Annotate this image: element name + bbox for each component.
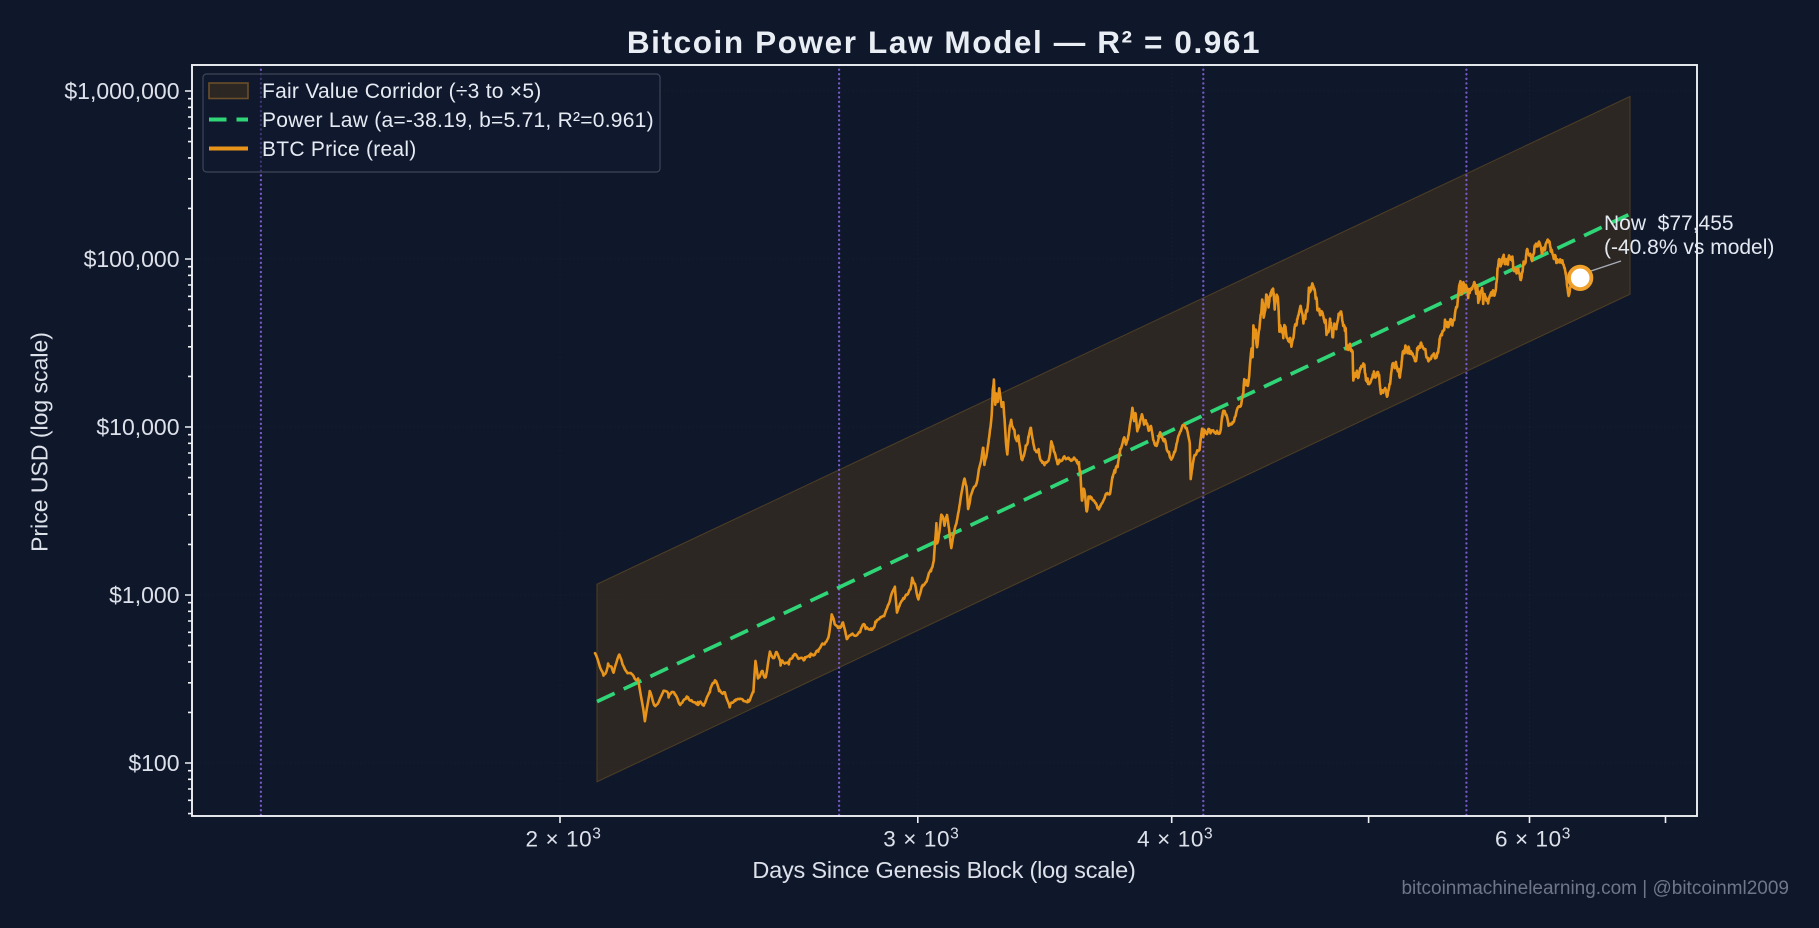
svg-text:Now $77,455: Now $77,455 [1604, 212, 1734, 235]
svg-text:(-40.8% vs model): (-40.8% vs model) [1604, 236, 1774, 259]
svg-text:6 × 103: 6 × 103 [1495, 826, 1571, 852]
svg-text:$100,000: $100,000 [84, 246, 180, 272]
svg-text:bitcoinmachinelearning.com | @: bitcoinmachinelearning.com | @bitcoinml2… [1401, 878, 1789, 899]
svg-text:Bitcoin Power Law Model — R² =: Bitcoin Power Law Model — R² = 0.961 [627, 24, 1261, 60]
svg-text:2 × 103: 2 × 103 [525, 826, 601, 852]
svg-text:Price USD (log scale): Price USD (log scale) [27, 332, 53, 552]
svg-text:$100: $100 [128, 750, 179, 776]
svg-text:3 × 103: 3 × 103 [883, 826, 959, 852]
svg-text:$10,000: $10,000 [96, 414, 179, 440]
svg-text:BTC Price (real): BTC Price (real) [262, 138, 417, 161]
svg-text:$1,000: $1,000 [109, 582, 179, 608]
svg-text:Days Since Genesis Block (log: Days Since Genesis Block (log scale) [752, 857, 1135, 883]
svg-text:4 × 103: 4 × 103 [1137, 826, 1213, 852]
svg-text:Fair Value Corridor (÷3 to ×5): Fair Value Corridor (÷3 to ×5) [262, 80, 542, 103]
svg-text:Power Law (a=-38.19, b=5.71, R: Power Law (a=-38.19, b=5.71, R²=0.961) [262, 109, 654, 132]
svg-text:$1,000,000: $1,000,000 [64, 78, 179, 104]
